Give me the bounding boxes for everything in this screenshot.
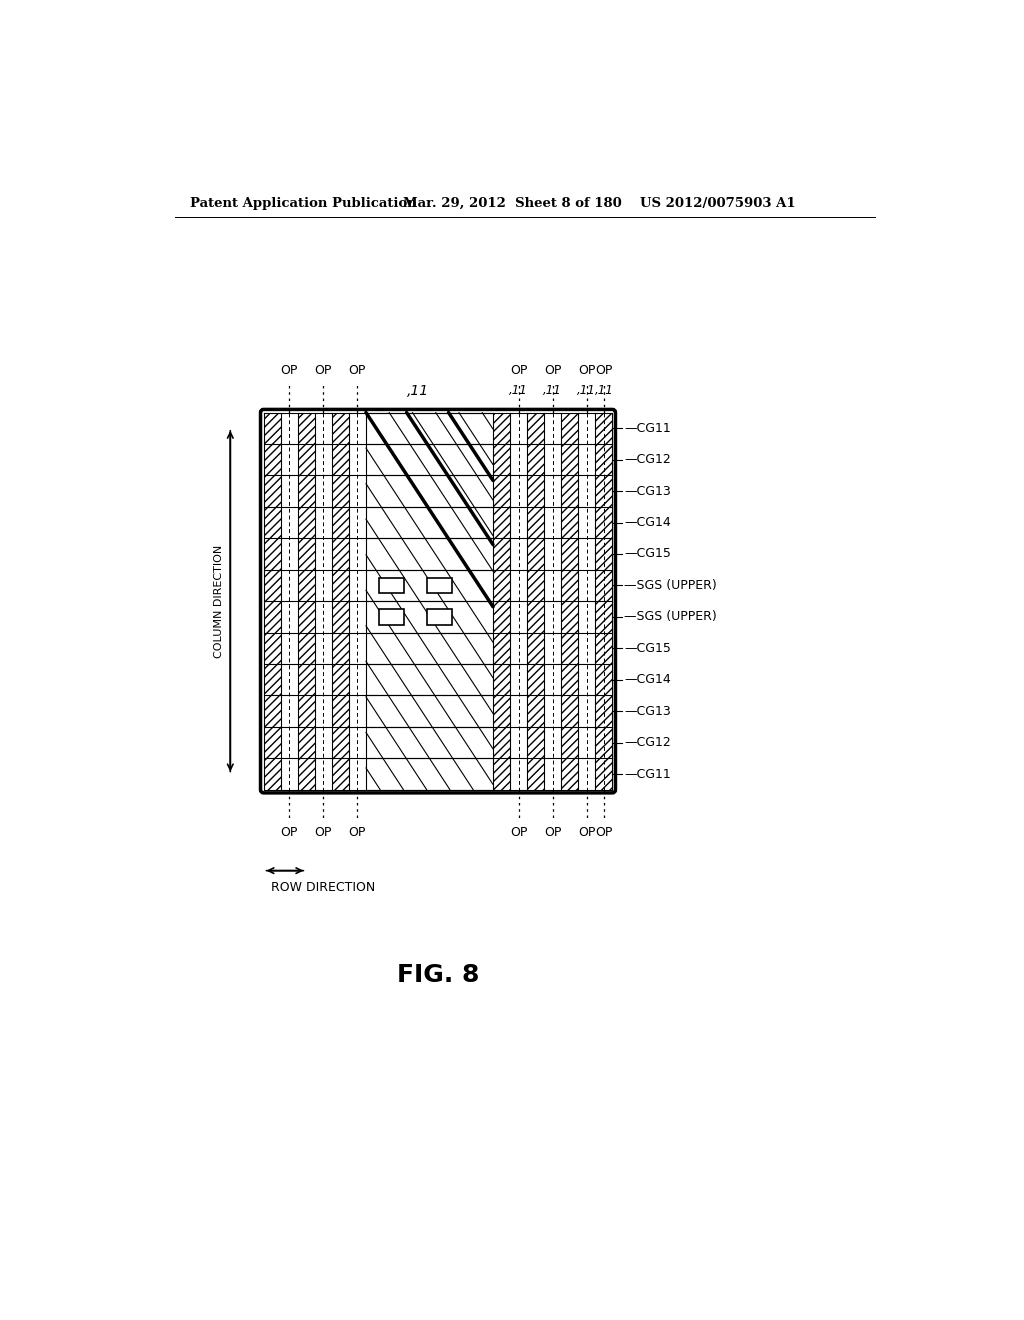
- Bar: [527, 413, 544, 789]
- Text: —CG14: —CG14: [624, 673, 671, 686]
- Bar: [298, 413, 314, 789]
- Text: OP: OP: [281, 363, 298, 376]
- Bar: [510, 413, 527, 789]
- Text: US 2012/0075903 A1: US 2012/0075903 A1: [640, 197, 795, 210]
- Text: —CG13: —CG13: [624, 705, 671, 718]
- Text: —CG11: —CG11: [624, 767, 671, 780]
- Bar: [493, 413, 510, 789]
- Text: ,11: ,11: [407, 384, 429, 397]
- Text: —CG13: —CG13: [624, 484, 671, 498]
- Text: OP: OP: [510, 825, 527, 838]
- Bar: [427, 609, 453, 624]
- Text: —CG11: —CG11: [624, 421, 671, 434]
- Bar: [263, 413, 612, 789]
- Text: OP: OP: [314, 363, 332, 376]
- Text: OP: OP: [349, 825, 367, 838]
- Text: —CG15: —CG15: [624, 548, 671, 561]
- Text: OP: OP: [510, 363, 527, 376]
- Bar: [579, 413, 595, 789]
- Bar: [379, 578, 404, 593]
- Text: ,11: ,11: [595, 384, 613, 397]
- Text: FIG. 8: FIG. 8: [397, 962, 479, 986]
- Text: Patent Application Publication: Patent Application Publication: [190, 197, 417, 210]
- Bar: [427, 578, 453, 593]
- Text: —CG15: —CG15: [624, 642, 671, 655]
- Bar: [349, 413, 366, 789]
- Bar: [332, 413, 349, 789]
- Bar: [561, 413, 579, 789]
- Text: OP: OP: [579, 825, 596, 838]
- Bar: [366, 413, 493, 789]
- Bar: [263, 413, 281, 789]
- Text: OP: OP: [281, 825, 298, 838]
- Text: —CG12: —CG12: [624, 453, 671, 466]
- Bar: [379, 609, 404, 624]
- Text: —CG12: —CG12: [624, 737, 671, 750]
- Text: —CG14: —CG14: [624, 516, 671, 529]
- Text: OP: OP: [544, 825, 561, 838]
- Bar: [544, 413, 561, 789]
- Text: —SGS (UPPER): —SGS (UPPER): [624, 579, 717, 591]
- Text: ,11: ,11: [544, 384, 562, 397]
- Text: COLUMN DIRECTION: COLUMN DIRECTION: [214, 545, 224, 657]
- Text: OP: OP: [314, 825, 332, 838]
- Text: ,11: ,11: [578, 384, 596, 397]
- Text: OP: OP: [349, 363, 367, 376]
- Bar: [314, 413, 332, 789]
- Bar: [595, 413, 612, 789]
- Text: OP: OP: [595, 363, 612, 376]
- Text: OP: OP: [595, 825, 612, 838]
- Bar: [281, 413, 298, 789]
- Text: OP: OP: [544, 363, 561, 376]
- Text: ,11: ,11: [509, 384, 528, 397]
- Text: —SGS (UPPER): —SGS (UPPER): [624, 610, 717, 623]
- Text: ROW DIRECTION: ROW DIRECTION: [271, 880, 376, 894]
- Text: OP: OP: [579, 363, 596, 376]
- Text: Mar. 29, 2012  Sheet 8 of 180: Mar. 29, 2012 Sheet 8 of 180: [403, 197, 622, 210]
